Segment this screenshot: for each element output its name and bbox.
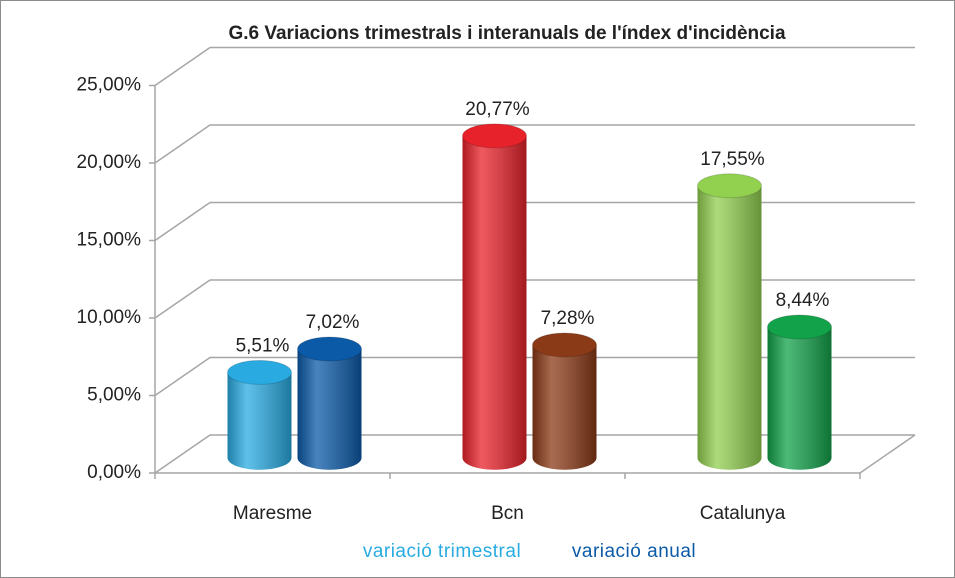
x-tick-label: Maresme <box>233 503 312 524</box>
grid-line <box>154 46 211 87</box>
legend-label: variació trimestral <box>363 541 521 562</box>
bar <box>227 359 292 470</box>
chart-title: G.6 Variacions trimestrals i interanuals… <box>228 23 786 44</box>
data-label: 7,28% <box>541 308 595 329</box>
bar-top <box>532 332 597 358</box>
y-tick-label: 25,00% <box>77 75 142 96</box>
x-tick-label: Bcn <box>491 503 524 524</box>
grid-line <box>154 356 211 397</box>
grid-line <box>154 434 211 474</box>
bar-top <box>462 123 527 149</box>
data-label: 20,77% <box>465 99 530 120</box>
bar-top <box>697 173 762 199</box>
y-tick-label: 5,00% <box>87 385 141 406</box>
bar-top <box>767 314 832 340</box>
data-label: 17,55% <box>700 149 765 170</box>
grid-line <box>154 201 211 242</box>
bar-top <box>297 336 362 362</box>
bar <box>697 173 762 470</box>
bar-shade <box>697 185 762 470</box>
bar <box>462 123 527 470</box>
bar <box>767 314 832 470</box>
bar-shade <box>297 348 362 470</box>
y-tick-label: 15,00% <box>77 230 142 251</box>
bar-shade <box>462 135 527 470</box>
bar-shade <box>532 344 597 470</box>
data-label: 8,44% <box>776 290 830 311</box>
grid-line <box>154 279 211 319</box>
bar <box>297 336 362 470</box>
y-tick-label: 10,00% <box>77 307 142 328</box>
y-tick-label: 0,00% <box>87 462 141 483</box>
x-tick-label: Catalunya <box>700 503 786 524</box>
y-tick-label: 20,00% <box>77 152 142 173</box>
bar <box>532 332 597 470</box>
bar-shade <box>227 372 292 470</box>
data-label: 5,51% <box>236 335 290 356</box>
bar-top <box>227 359 292 385</box>
data-label: 7,02% <box>306 312 360 333</box>
bar-shade <box>767 326 832 470</box>
legend-label: variació anual <box>572 541 696 562</box>
floor-edge <box>859 434 916 474</box>
grid-line <box>154 124 211 164</box>
